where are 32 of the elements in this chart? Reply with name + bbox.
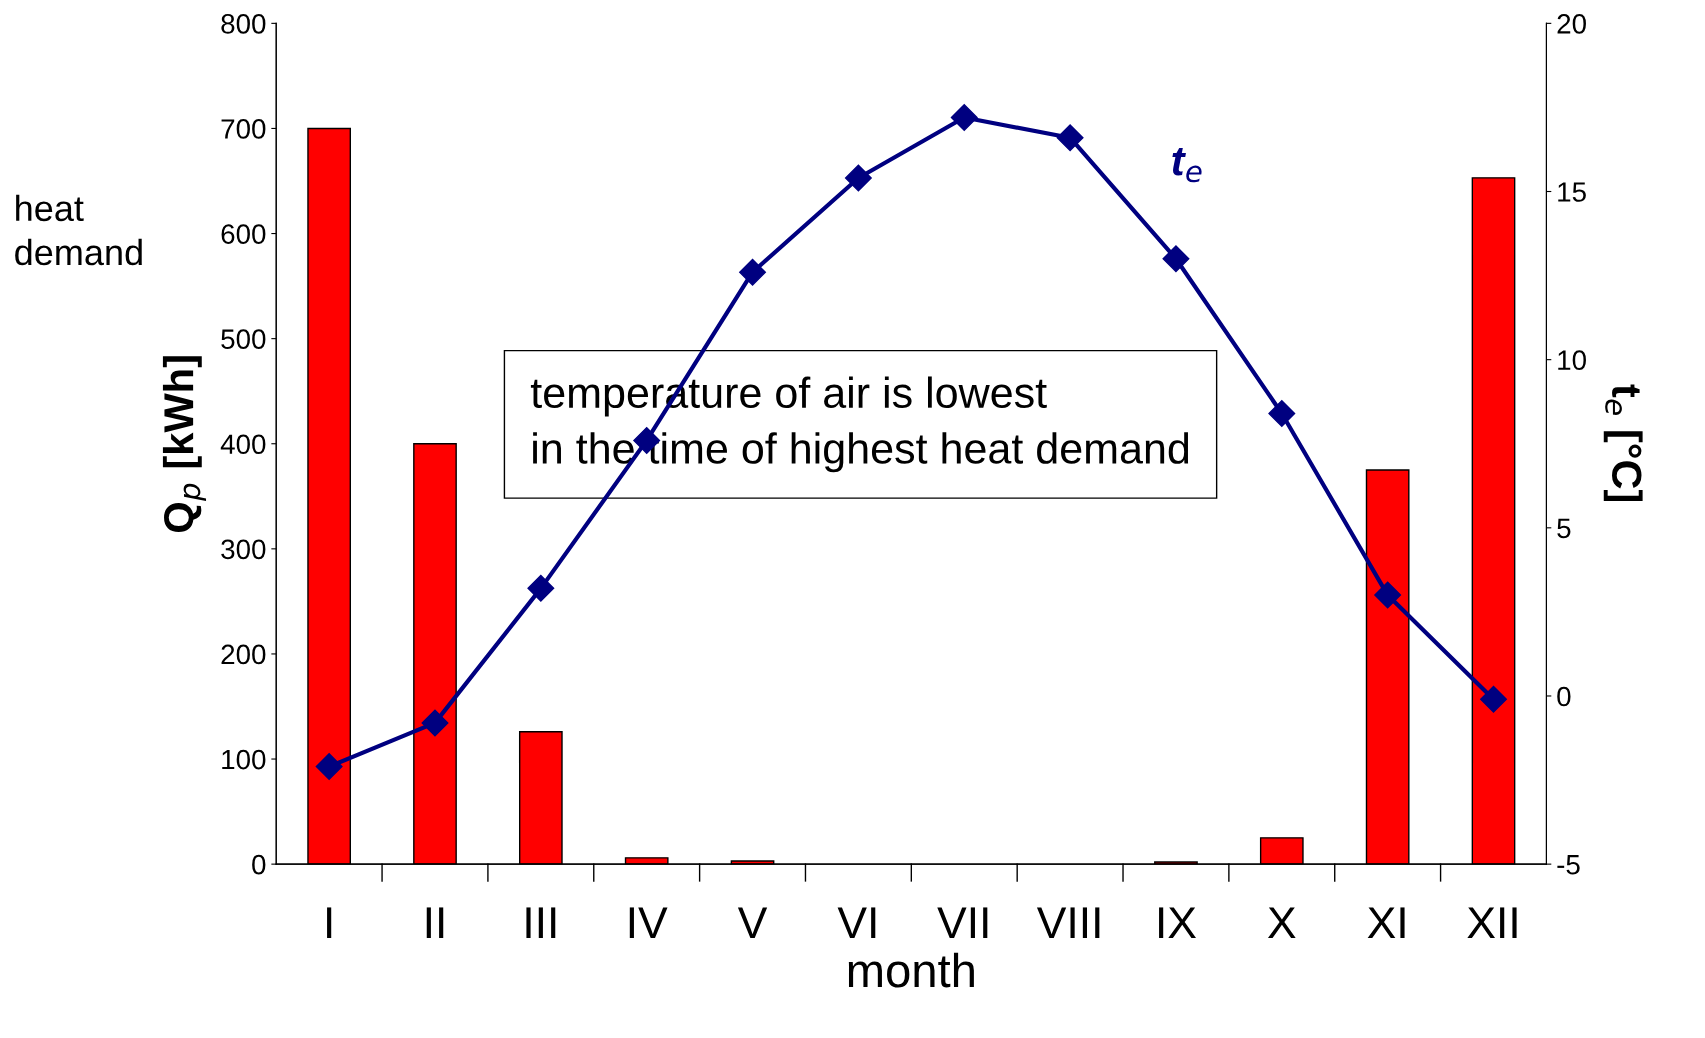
x-tick-label: V: [737, 907, 768, 939]
x-tick-label: IX: [1159, 907, 1197, 939]
y2-tick-label: 10: [1558, 350, 1586, 371]
y-tick-label: 600: [221, 224, 266, 244]
y2-tick-label: 20: [1557, 14, 1586, 34]
text: heat demand: [15, 194, 142, 266]
y2-tick-label: 15: [1558, 182, 1586, 202]
y-tick-label: 700: [221, 119, 266, 139]
y2-axis-title: t$_{e}$ [°C]: [1603, 384, 1643, 502]
x-tick-label: XI: [1367, 907, 1405, 939]
x-tick-label: VII: [937, 907, 988, 939]
x-tick-label: VI: [837, 907, 876, 939]
y-axis-title: Q$_{p}$ [kWh]: [162, 356, 207, 533]
y2-tick-label: 0: [1557, 686, 1571, 707]
y-tick-label: 800: [221, 14, 266, 34]
x-tick-label: VIII: [1036, 907, 1100, 939]
x-tick-label: I: [327, 907, 332, 939]
y-tick-label: 300: [221, 539, 266, 560]
y-tick-label: 500: [221, 329, 266, 349]
x-axis-title: month: [848, 952, 974, 988]
y-tick-label: 200: [221, 644, 266, 665]
x-tick-label: IV: [629, 907, 668, 939]
y-tick-label: 0: [252, 854, 266, 875]
x-tick-label: XII: [1467, 907, 1517, 939]
y-tick-label: 400: [220, 434, 266, 455]
series-label: t$_{e}$: [1172, 147, 1202, 183]
y-tick-label: 100: [222, 749, 266, 770]
x-tick-label: X: [1267, 907, 1296, 939]
y2-tick-label: 5: [1557, 518, 1571, 539]
x-tick-label: II: [426, 907, 444, 939]
y2-tick-label: -5: [1557, 855, 1580, 875]
x-tick-label: III: [526, 907, 556, 939]
